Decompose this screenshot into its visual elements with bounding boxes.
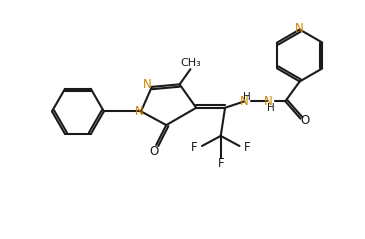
Text: F: F — [244, 141, 250, 154]
Text: H: H — [267, 103, 275, 113]
Text: N: N — [135, 105, 143, 118]
Text: O: O — [301, 114, 310, 127]
Text: O: O — [150, 145, 159, 158]
Text: CH₃: CH₃ — [180, 58, 201, 68]
Text: F: F — [218, 157, 224, 170]
Text: F: F — [191, 141, 197, 154]
Text: H: H — [243, 92, 251, 102]
Text: N: N — [143, 78, 152, 91]
Text: N: N — [240, 95, 249, 108]
Text: N: N — [295, 22, 304, 35]
Text: N: N — [264, 95, 273, 108]
